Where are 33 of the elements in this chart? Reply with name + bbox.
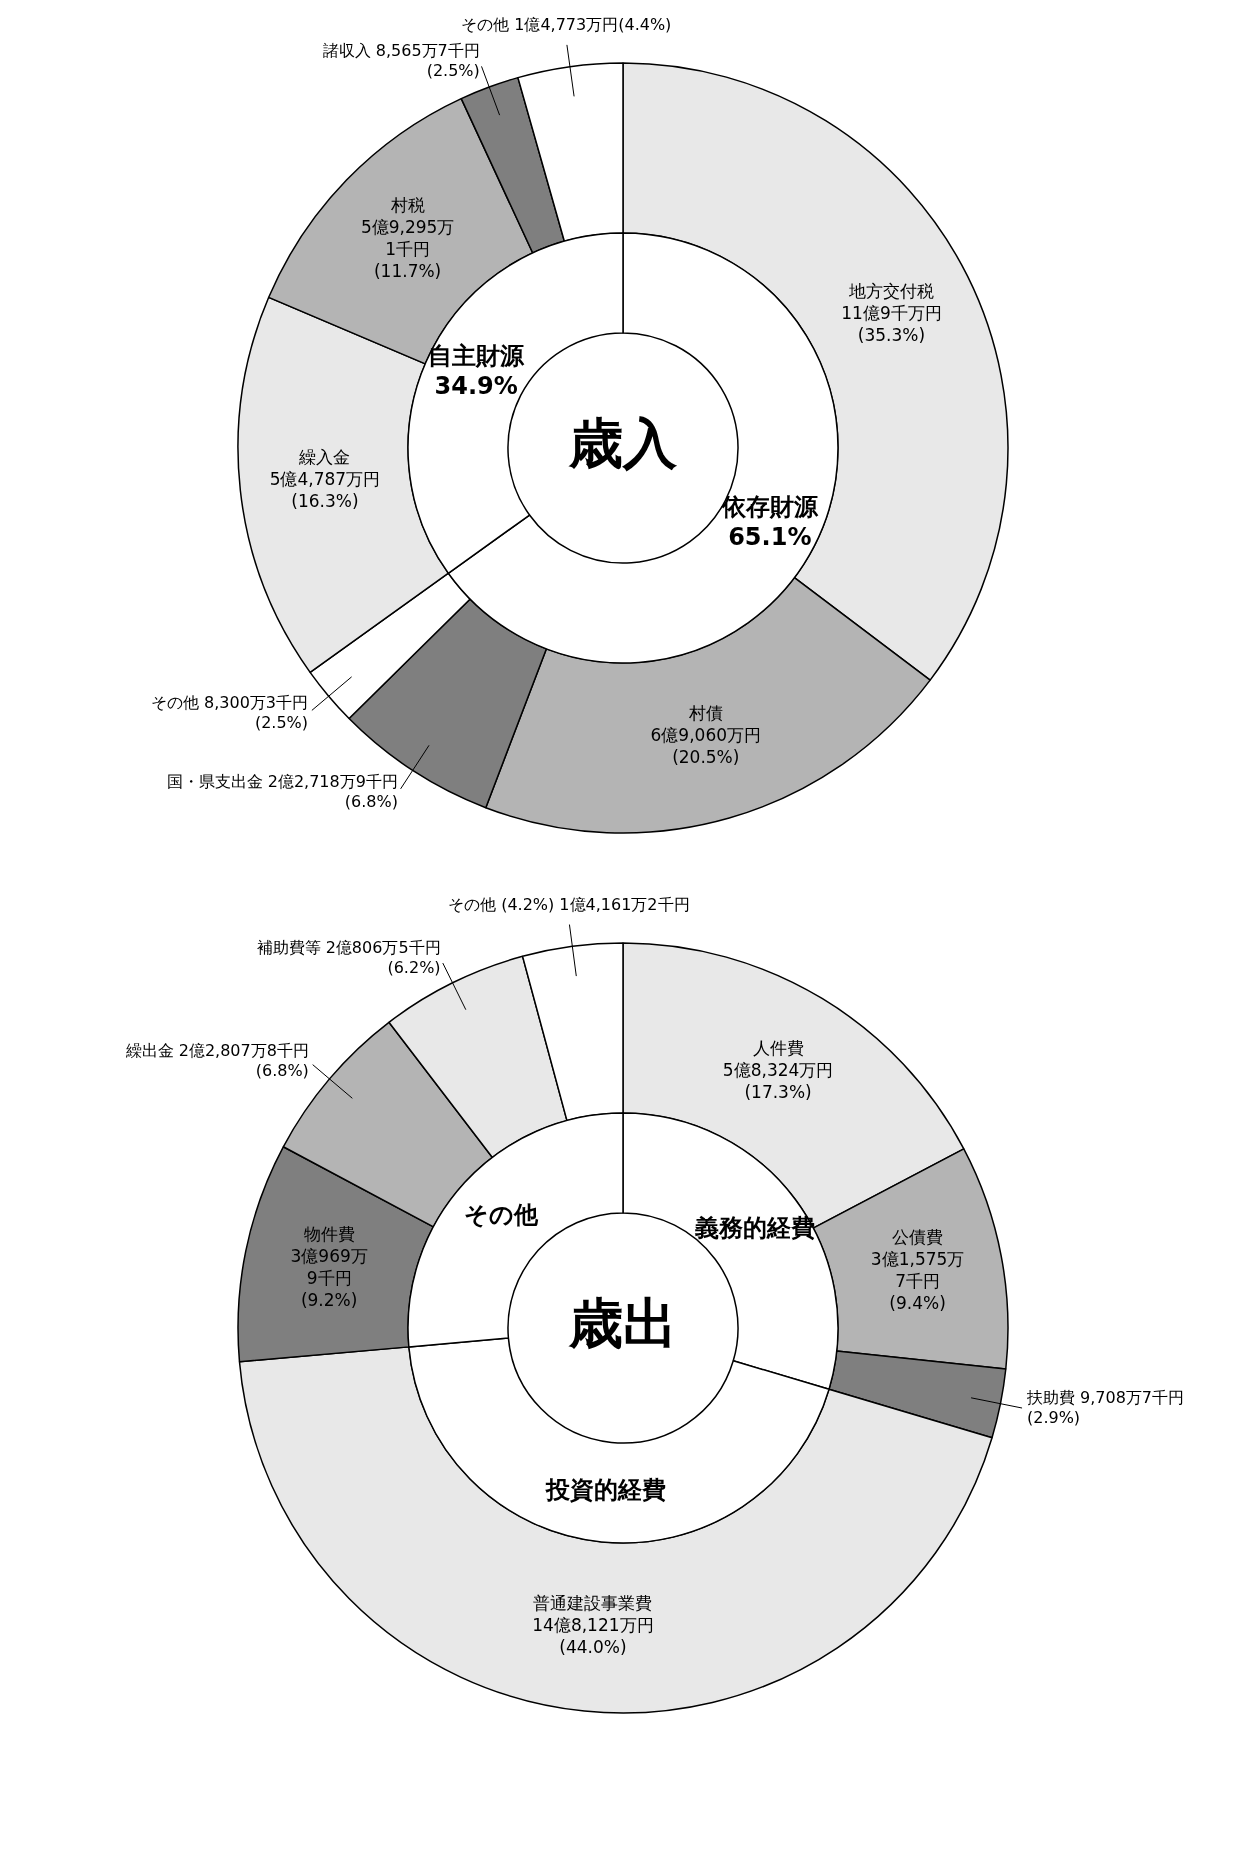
- slice-label: 補助費等 2億806万5千円 (6.2%): [256, 937, 441, 977]
- slice-label: 普通建設事業費: [533, 1592, 653, 1613]
- slice-label: 公債費: [892, 1227, 944, 1248]
- data-label: 3億1,575万 7千円 (9.4%): [870, 1249, 965, 1314]
- slice-label: 人件費: [752, 1037, 804, 1058]
- text: 歳入: [568, 412, 678, 476]
- slice-label: 村税: [389, 194, 425, 215]
- data-label: 65.1%: [728, 522, 812, 551]
- slice-label: 自主財源: [428, 341, 526, 370]
- slice-label: その他: [464, 1200, 540, 1229]
- slice-label: 繰入金: [298, 447, 351, 468]
- data-label: 14億8,121万円 (44.0%): [532, 1614, 654, 1657]
- slice-label: その他 (4.2%) 1億4,161万2千円: [448, 894, 690, 914]
- slice-label: 村債: [687, 702, 723, 723]
- data-label: 34.9%: [434, 371, 518, 400]
- slice-label: 地方交付税: [848, 280, 934, 301]
- slice-label: その他 8,300万3千円 (2.5%): [150, 692, 309, 732]
- data-label: 5億9,295万 1千円 (11.7%): [360, 216, 455, 281]
- slice-label: 物件費: [303, 1223, 355, 1244]
- data-label: 11億9千万円 (35.3%): [841, 302, 942, 345]
- slice-label: 国・県支出金 2億2,718万9千円 (6.8%): [166, 772, 398, 812]
- slice-label: 義務的経費: [694, 1213, 816, 1242]
- text: 歳出: [568, 1292, 677, 1356]
- slice-label: 諸収入 8,565万7千円 (2.5%): [322, 40, 480, 80]
- data-label: 6億9,060万円 (20.5%): [650, 724, 762, 767]
- slice-label: 投資的経費: [545, 1476, 667, 1505]
- data-label: 3億969万 9千円 (9.2%): [290, 1245, 368, 1310]
- slice-label: 依存財源: [720, 492, 819, 521]
- data-label: 5億4,787万円 (16.3%): [269, 469, 381, 512]
- data-label: 5億8,324万円 (17.3%): [722, 1059, 834, 1102]
- slice-label: その他 1億4,773万円(4.4%): [461, 15, 672, 35]
- slice-label: 繰出金 2億2,807万8千円 (6.8%): [124, 1040, 309, 1080]
- slice-label: 扶助費 9,708万7千円 (2.9%): [1025, 1388, 1185, 1428]
